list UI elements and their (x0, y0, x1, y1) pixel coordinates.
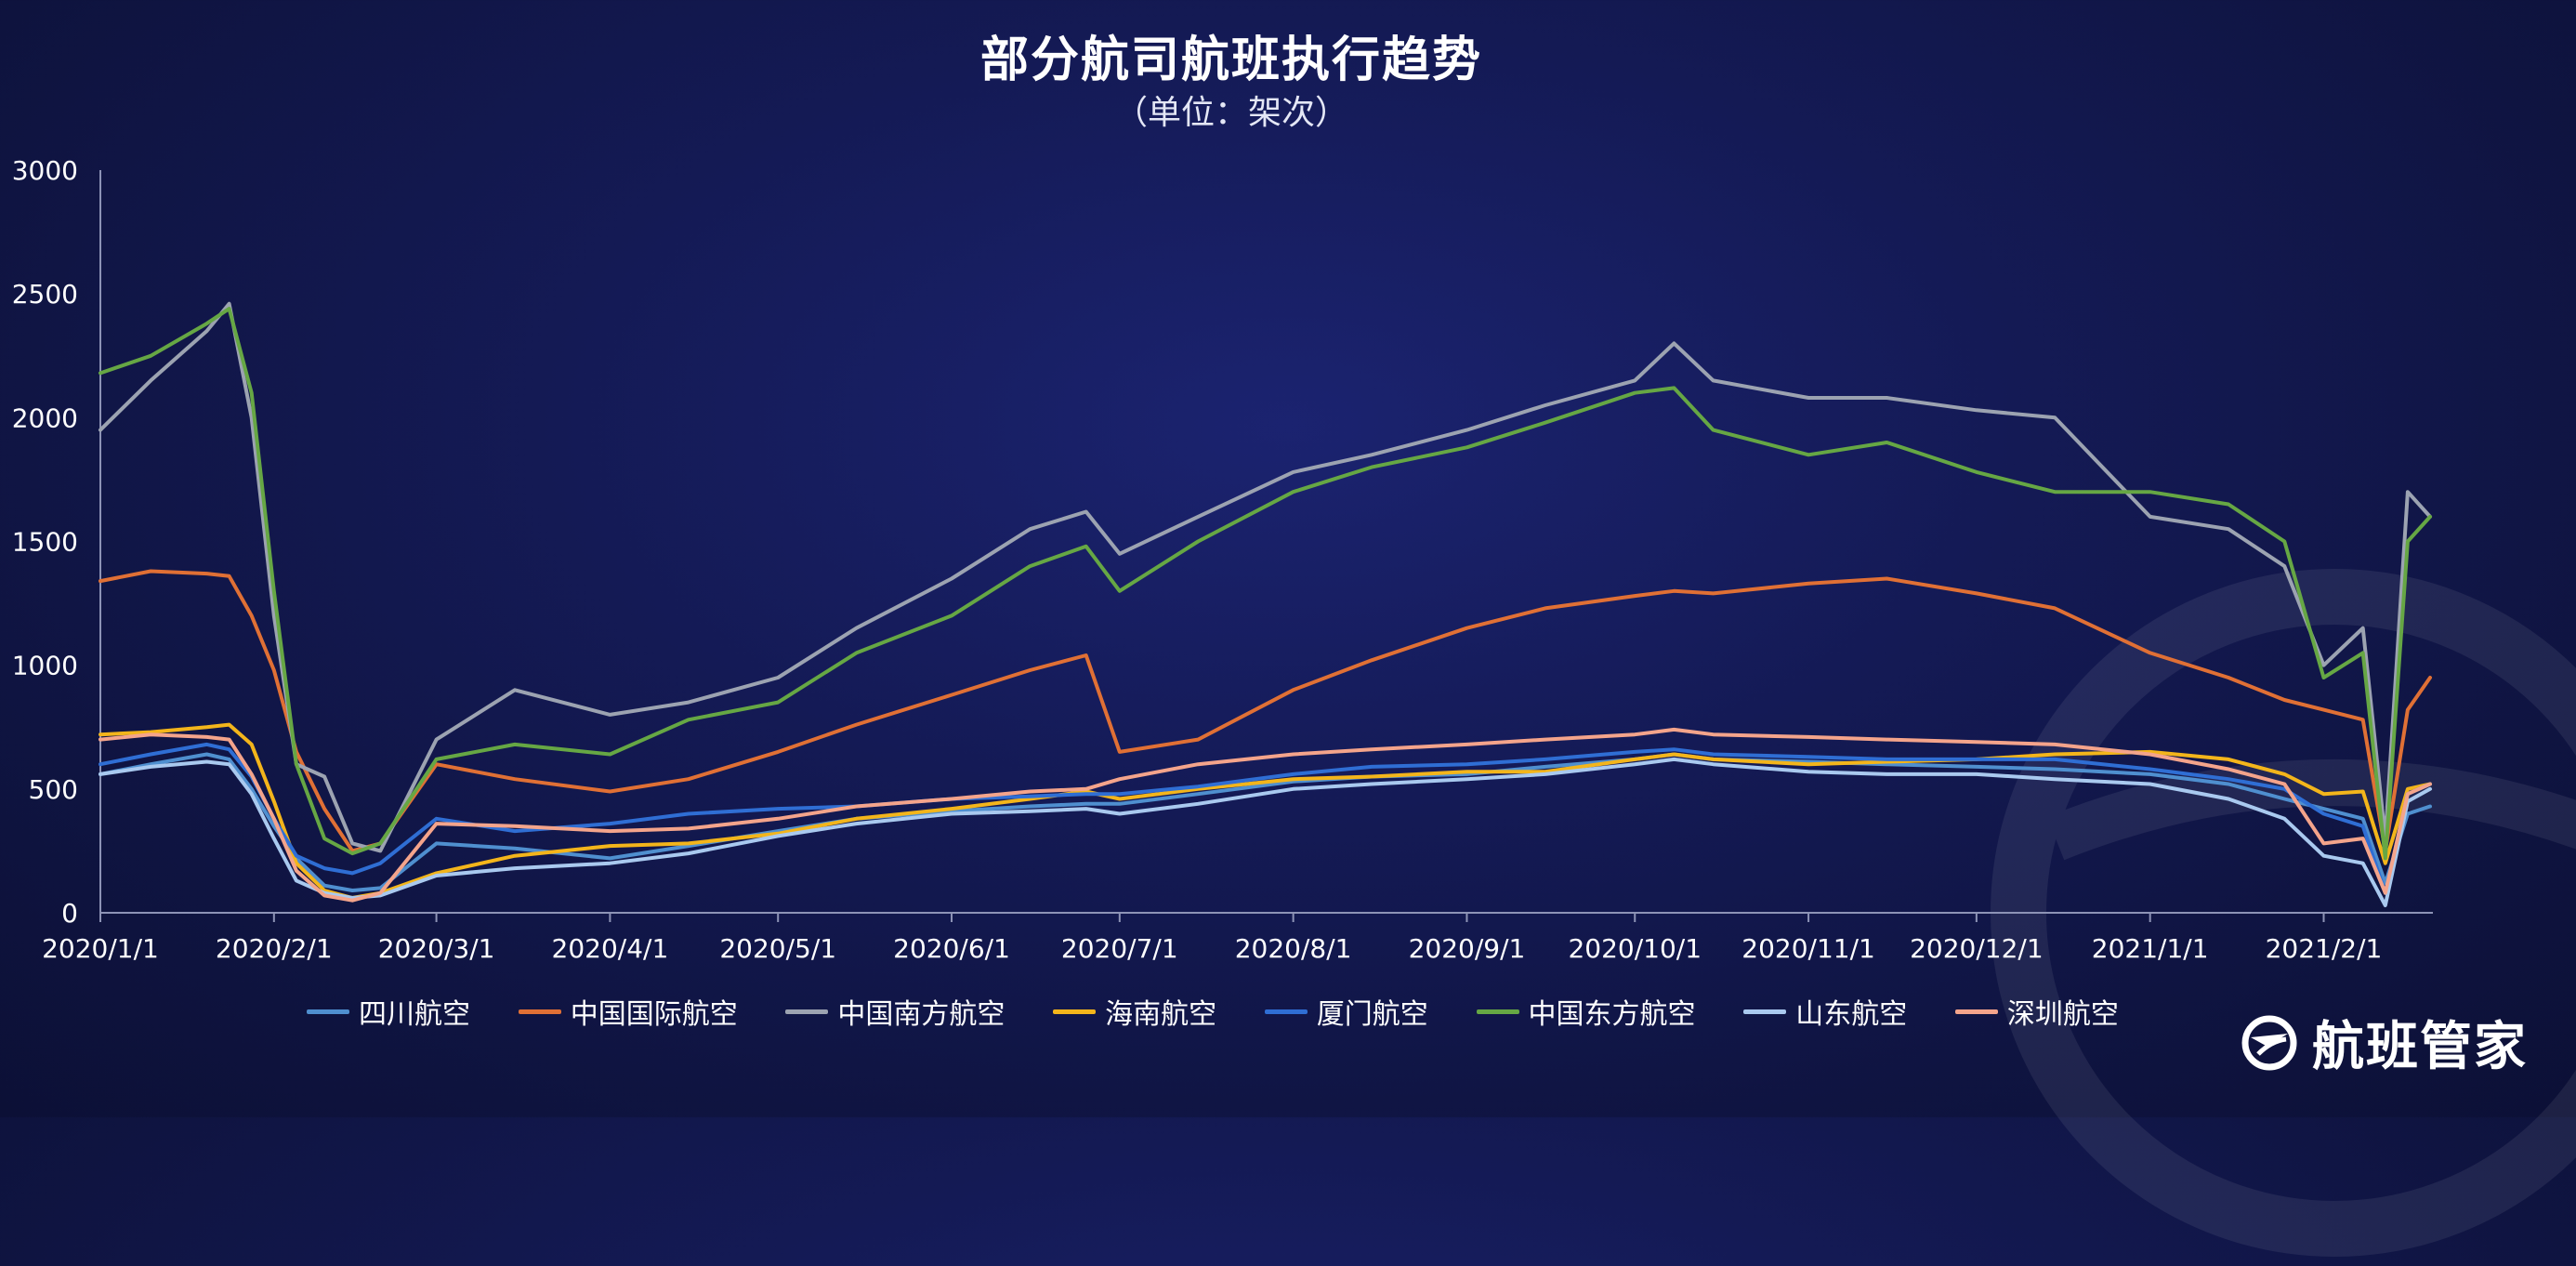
x-tick-label: 2021/2/1 (2266, 933, 2383, 964)
legend-swatch (1264, 1009, 1308, 1014)
brand: 航班管家 (2240, 1005, 2528, 1080)
x-tick-label: 2020/6/1 (893, 933, 1010, 964)
x-tick-label: 2020/5/1 (719, 933, 836, 964)
legend-item: 中国南方航空 (785, 991, 1005, 1032)
legend-swatch (307, 1009, 349, 1014)
legend-label: 中国东方航空 (1528, 998, 1696, 1031)
x-tick-label: 2020/7/1 (1061, 933, 1178, 964)
legend-label: 中国南方航空 (837, 998, 1005, 1031)
legend-swatch (785, 1009, 829, 1014)
x-tick-label: 2020/12/1 (1910, 933, 2044, 964)
series-line-海南航空 (99, 722, 2432, 900)
x-tick-label: 2020/9/1 (1409, 933, 1526, 964)
x-tick-label: 2020/1/1 (42, 933, 159, 964)
y-tick-label: 2000 (12, 402, 78, 433)
y-tick-label: 1000 (12, 651, 78, 681)
legend: 四川航空 中国国际航空 中国南方航空 海南航空 厦门航空 中国东方航空 山东航空 深圳航空 (307, 991, 2119, 1032)
series-line-深圳航空 (99, 727, 2432, 903)
series-line-厦门航空 (99, 742, 2432, 895)
legend-label: 四川航空 (359, 998, 470, 1031)
series-line-四川航空 (99, 752, 2432, 892)
line-chart: 0 500 1000 1500 2000 2500 3000 2020/1/1 2020/2/… (12, 155, 2433, 964)
y-tick-label: 3000 (12, 155, 78, 186)
y-axis: 0 500 1000 1500 2000 2500 3000 (12, 155, 101, 929)
legend-item: 中国东方航空 (1476, 991, 1696, 1032)
legend-swatch (1053, 1009, 1097, 1014)
x-axis: 2020/1/1 2020/2/1 2020/3/1 2020/4/1 2020/5/1… (42, 912, 2433, 964)
y-tick-label: 2500 (12, 279, 78, 310)
legend-item: 四川航空 (307, 991, 470, 1032)
x-tick-label: 2020/10/1 (1568, 933, 1702, 964)
series-lines (99, 301, 2432, 907)
legend-item: 山东航空 (1743, 991, 1907, 1032)
series-line-中国东方航空 (99, 307, 2432, 861)
legend-label: 厦门航空 (1316, 998, 1428, 1031)
legend-label: 中国国际航空 (570, 998, 738, 1031)
legend-swatch (1476, 1009, 1519, 1014)
x-tick-label: 2020/3/1 (378, 933, 495, 964)
legend-swatch (1954, 1009, 1998, 1014)
chart-subtitle: （单位：架次） (1113, 94, 1348, 132)
brand-name: 航班管家 (2312, 1017, 2528, 1077)
legend-item: 厦门航空 (1264, 991, 1428, 1032)
x-tick-label: 2020/11/1 (1741, 933, 1875, 964)
brand-logo-icon (2241, 1015, 2297, 1070)
chart-root: 部分航司航班执行趋势 （单位：架次） 0 500 1000 1500 2000 2500 3… (12, 33, 2528, 1080)
chart-title: 部分航司航班执行趋势 (979, 33, 1482, 88)
legend-label: 海南航空 (1105, 998, 1217, 1031)
legend-item: 中国国际航空 (518, 991, 738, 1032)
x-tick-label: 2020/2/1 (216, 933, 333, 964)
legend-label: 山东航空 (1795, 998, 1908, 1031)
series-line-中国南方航空 (99, 301, 2432, 853)
y-tick-label: 0 (61, 898, 78, 929)
series-line-山东航空 (99, 757, 2432, 907)
x-tick-label: 2020/8/1 (1235, 933, 1352, 964)
series-line-中国国际航空 (99, 569, 2432, 853)
legend-label: 深圳航空 (2006, 998, 2119, 1031)
x-tick-label: 2020/4/1 (552, 933, 669, 964)
y-tick-label: 1500 (12, 527, 78, 558)
legend-swatch (1743, 1009, 1787, 1014)
y-tick-label: 500 (29, 774, 78, 805)
legend-item: 深圳航空 (1954, 991, 2119, 1032)
legend-item: 海南航空 (1053, 991, 1216, 1032)
legend-swatch (518, 1009, 561, 1014)
x-tick-label: 2021/1/1 (2092, 933, 2209, 964)
